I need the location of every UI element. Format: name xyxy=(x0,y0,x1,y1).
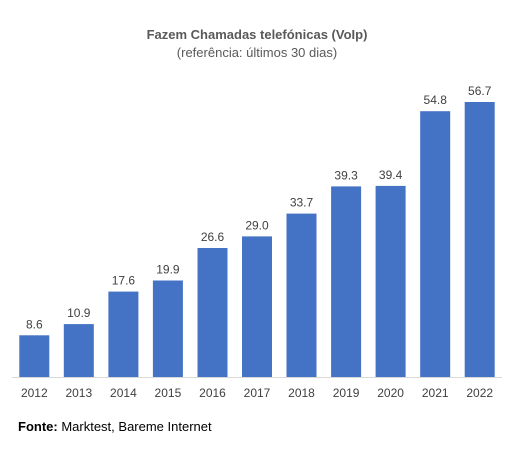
bar-2015 xyxy=(152,280,183,377)
bar-2017 xyxy=(242,236,272,377)
x-tick-label-2018: 2018 xyxy=(288,386,315,400)
bar-2022 xyxy=(464,102,495,377)
x-tick-label-2021: 2021 xyxy=(422,386,449,400)
bar-2013 xyxy=(63,324,94,377)
source-text: Marktest, Bareme Internet xyxy=(57,419,212,434)
value-label-2021: 54.8 xyxy=(424,93,448,107)
value-label-2016: 26.6 xyxy=(201,230,225,244)
value-label-2014: 17.6 xyxy=(112,274,136,288)
x-tick-label-2020: 2020 xyxy=(377,386,404,400)
bar-2018 xyxy=(286,213,317,377)
bar-2020 xyxy=(375,185,406,377)
bar-2021 xyxy=(420,111,451,377)
bars-group xyxy=(19,102,495,377)
value-labels-group: 8.6 10.9 17.6 19.9 26.6 29.0 33.7 39.3 39.4 54.8 5… xyxy=(26,84,492,331)
value-label-2020: 39.4 xyxy=(379,168,403,182)
value-label-2013: 10.9 xyxy=(67,306,91,320)
value-label-2022: 56.7 xyxy=(468,84,492,98)
value-label-2018: 33.7 xyxy=(290,196,314,210)
x-tick-label-2017: 2017 xyxy=(244,386,271,400)
x-tick-label-2014: 2014 xyxy=(110,386,137,400)
x-tick-label-2012: 2012 xyxy=(21,386,48,400)
x-tick-label-2022: 2022 xyxy=(466,386,493,400)
bar-2014 xyxy=(108,291,139,377)
x-tick-label-2015: 2015 xyxy=(155,386,182,400)
source-label: Fonte: xyxy=(18,419,58,434)
bar-2019 xyxy=(331,186,362,377)
value-label-2019: 39.3 xyxy=(334,168,358,182)
x-tick-labels-group: 2012 2013 2014 2015 2016 2017 2018 2019 2020 2021… xyxy=(21,386,493,400)
x-tick-label-2016: 2016 xyxy=(199,386,226,400)
chart-subtitle: (referência: últimos 30 dias) xyxy=(176,45,338,60)
x-tick-label-2019: 2019 xyxy=(333,386,360,400)
value-label-2012: 8.6 xyxy=(26,317,43,331)
value-label-2015: 19.9 xyxy=(156,263,180,277)
chart-title: Fazem Chamadas telefónicas (VoIp) xyxy=(146,27,368,42)
bar-2016 xyxy=(197,248,228,377)
x-tick-label-2013: 2013 xyxy=(65,386,92,400)
value-label-2017: 29.0 xyxy=(245,218,269,232)
source-note: Fonte: Marktest, Bareme Internet xyxy=(18,419,212,434)
bar-2012 xyxy=(19,335,50,377)
